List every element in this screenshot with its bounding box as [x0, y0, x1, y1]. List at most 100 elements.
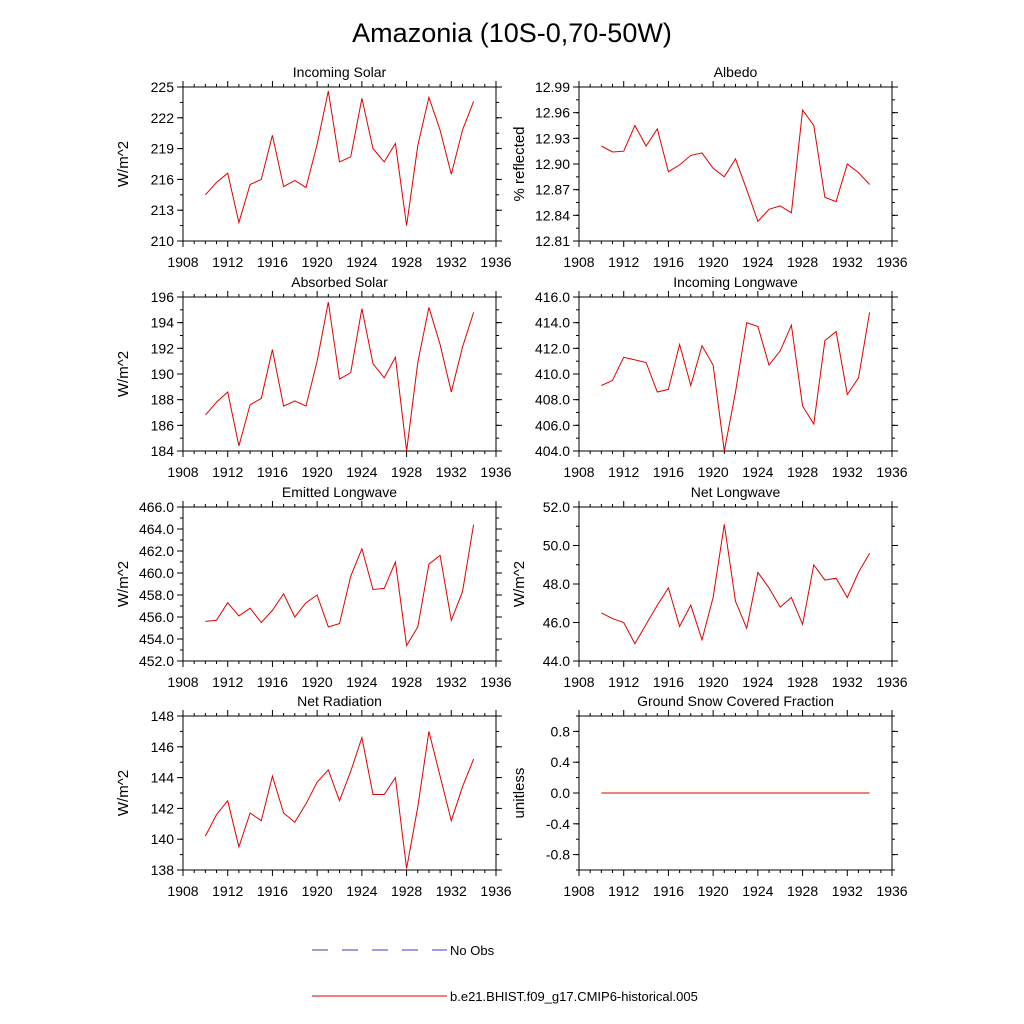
- x-tick-label: 1916: [257, 674, 288, 690]
- y-tick-label: 12.96: [535, 105, 570, 121]
- panel-title: Incoming Solar: [293, 64, 387, 80]
- x-tick-label: 1924: [346, 464, 377, 480]
- x-tick-label: 1908: [167, 254, 198, 270]
- chart-panel-1: Incoming Solar 1908 1912 1916 1920 1924 1928 19…: [115, 64, 512, 270]
- panel-title: Incoming Longwave: [673, 274, 798, 290]
- x-tick-label: 1920: [302, 883, 333, 899]
- x-tick-label: 1924: [346, 254, 377, 270]
- x-tick-label: 1924: [346, 674, 377, 690]
- y-tick-label: 412.0: [535, 340, 570, 356]
- y-tick-label: 408.0: [535, 392, 570, 408]
- chart-panel-3: Absorbed Solar 1908 1912 1916 1920 1924 1928 19…: [115, 274, 512, 480]
- x-tick-label: 1924: [346, 883, 377, 899]
- y-tick-label: 414.0: [535, 315, 570, 331]
- series-line: [601, 524, 871, 645]
- chart-panel-7: Net Radiation 1908 1912 1916 1920 1924 1928 193…: [115, 693, 512, 899]
- y-tick-label: 213: [151, 202, 175, 218]
- x-tick-label: 1916: [653, 674, 684, 690]
- panel-title: Net Longwave: [691, 484, 781, 500]
- x-tick-label: 1928: [787, 464, 818, 480]
- legend-label-no-obs: No Obs: [450, 943, 495, 958]
- x-tick-label: 1920: [302, 464, 333, 480]
- y-tick-label: -0.4: [546, 816, 570, 832]
- x-tick-label: 1924: [742, 464, 773, 480]
- x-tick-label: 1928: [787, 674, 818, 690]
- x-tick-label: 1928: [391, 254, 422, 270]
- y-tick-label: 410.0: [535, 366, 570, 382]
- y-axis-label: W/m^2: [115, 770, 132, 816]
- y-axis-label: W/m^2: [115, 561, 132, 607]
- x-tick-label: 1908: [563, 464, 594, 480]
- x-tick-label: 1912: [212, 674, 243, 690]
- plot-frame: [578, 296, 893, 452]
- x-tick-label: 1936: [876, 674, 907, 690]
- y-tick-label: 0.4: [551, 754, 571, 770]
- y-tick-label: 194: [151, 315, 175, 331]
- series-line: [205, 524, 475, 648]
- x-tick-label: 1916: [653, 464, 684, 480]
- y-tick-label: 196: [151, 289, 175, 305]
- y-tick-label: 219: [151, 141, 175, 157]
- y-axis-label: unitless: [511, 768, 528, 819]
- y-tick-label: 188: [151, 392, 175, 408]
- series-line: [204, 731, 475, 869]
- x-tick-label: 1912: [608, 254, 639, 270]
- y-tick-label: 48.0: [543, 576, 570, 592]
- figure-title: Amazonia (10S-0,70-50W): [352, 18, 672, 48]
- x-tick-label: 1912: [212, 464, 243, 480]
- x-tick-label: 1916: [653, 883, 684, 899]
- chart-panel-5: Emitted Longwave 1908 1912 1916 1920 1924 1928…: [115, 484, 512, 690]
- plot-frame: [182, 715, 497, 871]
- x-tick-label: 1936: [480, 883, 511, 899]
- x-tick-label: 1924: [742, 674, 773, 690]
- x-tick-label: 1916: [653, 254, 684, 270]
- plot-frame: [578, 86, 893, 242]
- panel-title: Ground Snow Covered Fraction: [637, 693, 834, 709]
- y-tick-label: 52.0: [543, 499, 570, 515]
- chart-panel-6: Net Longwave 1908 1912 1916 1920 1924 1928 1932…: [511, 484, 908, 690]
- x-tick-label: 1928: [787, 254, 818, 270]
- y-tick-label: 210: [151, 233, 175, 249]
- panel-title: Albedo: [714, 64, 758, 80]
- panels-grid: Incoming Solar 1908 1912 1916 1920 1924 1928 19…: [115, 64, 908, 899]
- x-tick-label: 1936: [876, 883, 907, 899]
- x-tick-label: 1908: [167, 883, 198, 899]
- x-tick-label: 1920: [302, 674, 333, 690]
- y-tick-label: 454.0: [139, 631, 174, 647]
- y-axis-label: W/m^2: [115, 141, 132, 187]
- x-tick-label: 1920: [302, 254, 333, 270]
- x-tick-label: 1928: [391, 674, 422, 690]
- x-tick-label: 1924: [742, 883, 773, 899]
- x-tick-label: 1912: [212, 254, 243, 270]
- y-tick-label: 12.84: [535, 207, 570, 223]
- y-tick-label: 186: [151, 417, 175, 433]
- y-tick-label: 225: [151, 79, 175, 95]
- y-axis-label: % reflected: [511, 126, 528, 201]
- y-tick-label: 406.0: [535, 417, 570, 433]
- y-tick-label: 464.0: [139, 521, 174, 537]
- x-tick-label: 1920: [698, 254, 729, 270]
- x-tick-label: 1936: [480, 254, 511, 270]
- y-tick-label: 216: [151, 171, 175, 187]
- y-tick-label: 458.0: [139, 587, 174, 603]
- x-tick-label: 1908: [563, 674, 594, 690]
- y-tick-label: 452.0: [139, 653, 174, 669]
- y-tick-label: 460.0: [139, 565, 174, 581]
- legend: No Obs b.e21.BHIST.f09_g17.CMIP6-histori…: [312, 943, 698, 1004]
- y-tick-label: 404.0: [535, 443, 570, 459]
- x-tick-label: 1924: [742, 254, 773, 270]
- x-tick-label: 1908: [563, 254, 594, 270]
- y-tick-label: 222: [151, 110, 175, 126]
- x-tick-label: 1920: [698, 464, 729, 480]
- x-tick-label: 1912: [212, 883, 243, 899]
- x-tick-label: 1912: [608, 883, 639, 899]
- x-tick-label: 1932: [436, 254, 467, 270]
- y-tick-label: 12.81: [535, 233, 570, 249]
- x-tick-label: 1932: [436, 674, 467, 690]
- panel-title: Absorbed Solar: [291, 274, 388, 290]
- x-tick-label: 1916: [257, 254, 288, 270]
- plot-frame: [182, 506, 497, 662]
- x-tick-label: 1912: [608, 674, 639, 690]
- y-tick-label: 12.93: [535, 130, 570, 146]
- y-tick-label: 0.8: [551, 723, 571, 739]
